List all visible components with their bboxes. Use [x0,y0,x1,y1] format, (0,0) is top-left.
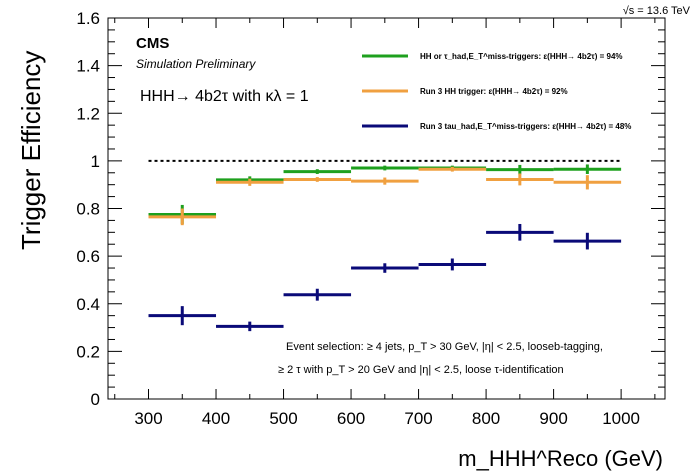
annotation-line-2: ≥ 2 τ with p_T > 20 GeV and |η| < 2.5, l… [278,364,564,376]
series-0 [148,164,622,224]
legend-label: Run 3 tau_had,E_T^miss-triggers: ε(HHH→ … [420,122,631,131]
x-axis-title: m_HHH^Reco (GeV) [458,446,663,471]
x-tick-label: 300 [134,409,162,428]
y-axis-ticks: 0 0.2 0.4 0.6 0.8 1 1.2 1.4 1.6 [76,9,665,409]
event-selection-annotation: Event selection: ≥ 4 jets, p_T > 30 GeV,… [278,341,603,376]
y-tick-label: 0.6 [76,247,100,266]
series-layer [148,164,622,332]
legend: HH or τ_had,E_T^miss-triggers: ε(HHH→ 4b… [362,52,631,131]
x-tick-label: 900 [539,409,567,428]
process-label-text: HHH→ 4b2τ with κλ = 1 [140,88,309,105]
y-axis-title-text: Trigger Efficiency [16,51,46,250]
legend-label: Run 3 HH trigger: ε(HHH→ 4b2τ) = 92% [420,87,568,96]
x-axis-ticks: 300 400 500 600 700 800 900 1000 [114,18,656,428]
y-tick-label: 1 [91,152,100,171]
x-axis-title-text: m_HHH^Reco (GeV) [458,446,663,471]
y-tick-label: 1.2 [76,104,100,123]
x-tick-label: 700 [404,409,432,428]
y-tick-label: 0.2 [76,342,100,361]
annotation-line-1: Event selection: ≥ 4 jets, p_T > 30 GeV,… [286,341,603,353]
experiment-label: CMS [136,35,169,52]
process-label: HHH→ 4b2τ with κλ = 1 [140,88,309,105]
x-tick-label: 800 [472,409,500,428]
y-tick-label: 0.4 [76,295,100,314]
x-tick-label: 500 [269,409,297,428]
y-tick-label: 0.8 [76,200,100,219]
y-tick-label: 1.6 [76,9,100,28]
series-1 [148,166,622,226]
x-tick-label: 600 [337,409,365,428]
y-tick-label: 1.4 [76,57,100,76]
x-tick-label: 400 [202,409,230,428]
y-tick-label: 0 [91,390,100,409]
experiment-sublabel: Simulation Preliminary [136,57,256,71]
legend-label: HH or τ_had,E_T^miss-triggers: ε(HHH→ 4b… [420,52,623,61]
series-2 [148,223,622,332]
y-axis-title: Trigger Efficiency [16,51,46,250]
energy-label: √s = 13.6 TeV [623,5,691,17]
x-tick-label: 1000 [602,409,640,428]
